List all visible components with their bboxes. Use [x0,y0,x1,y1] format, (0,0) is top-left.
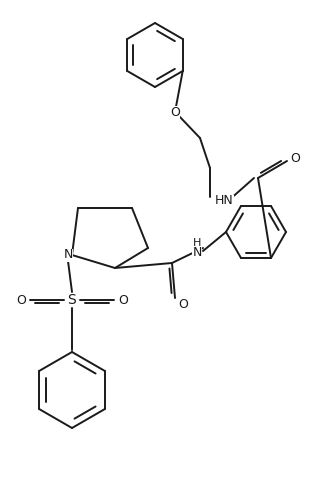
Text: H: H [193,238,201,248]
Text: O: O [170,106,180,118]
Text: N: N [192,246,202,260]
Text: O: O [178,298,188,311]
Text: O: O [290,152,300,166]
Text: HN: HN [215,194,234,207]
Text: O: O [16,294,26,306]
Text: N: N [63,248,73,262]
Text: O: O [118,294,128,306]
Text: S: S [67,293,77,307]
